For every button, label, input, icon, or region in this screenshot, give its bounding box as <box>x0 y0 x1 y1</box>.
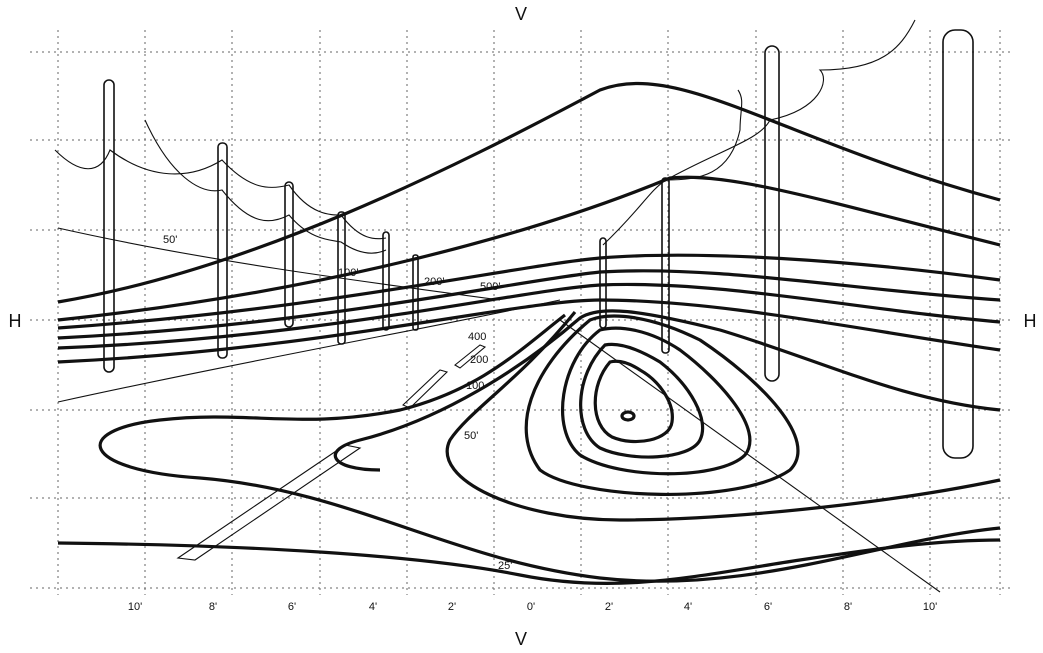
x-tick-label: 2' <box>605 601 613 613</box>
contour-label: 50' <box>464 430 478 442</box>
x-tick-label: 2' <box>448 601 456 613</box>
axis-label: H <box>9 311 22 331</box>
x-tick-label: 8' <box>844 601 852 613</box>
contour-label: 25' <box>498 560 512 572</box>
x-tick-label: 4' <box>369 601 377 613</box>
x-tick-label: 8' <box>209 601 217 613</box>
contours <box>57 81 1001 586</box>
axis-label: V <box>515 4 527 24</box>
grid <box>30 30 1010 595</box>
distance-label: 200' <box>424 276 444 288</box>
x-tick-label: 0' <box>527 601 535 613</box>
axis-label: H <box>1024 311 1037 331</box>
distance-label: 50' <box>163 234 177 246</box>
x-tick-label: 4' <box>684 601 692 613</box>
contour-label: 200 <box>470 354 488 366</box>
distance-label: 100' <box>338 267 358 279</box>
x-tick-label: 10' <box>128 601 142 613</box>
distance-label: 500' <box>480 281 500 293</box>
x-tick-label: 6' <box>764 601 772 613</box>
x-tick-label: 10' <box>923 601 937 613</box>
axis-label: V <box>515 629 527 649</box>
contour-label: 400 <box>468 331 486 343</box>
contour-label: 100 <box>466 380 484 392</box>
labels: V V H H 50' 100' 200' 500' 400 200 100 5… <box>9 4 1037 649</box>
x-tick-label: 6' <box>288 601 296 613</box>
